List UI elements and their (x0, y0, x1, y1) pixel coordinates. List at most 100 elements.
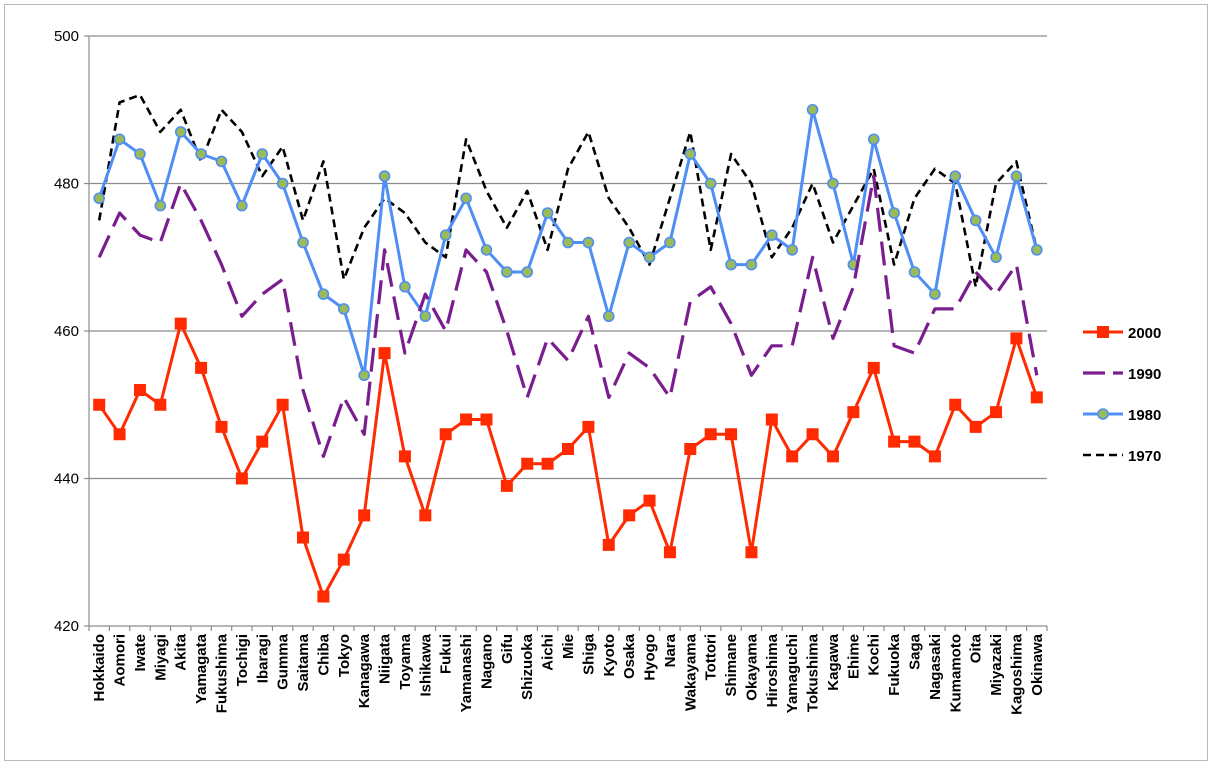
x-tick-label: Shizuoka (519, 633, 536, 700)
series-line-2000 (97, 322, 1039, 598)
data-point (154, 199, 167, 212)
x-tick-label: Chiba (315, 633, 332, 675)
data-point (562, 443, 574, 455)
data-point (297, 236, 309, 249)
data-point (337, 553, 350, 566)
data-point (766, 229, 778, 241)
data-point (419, 310, 432, 323)
data-point (643, 494, 656, 507)
x-tick-label: Nara (662, 633, 679, 667)
data-point (256, 148, 269, 160)
data-point (990, 251, 1002, 264)
x-tick-label: Hiroshima (764, 633, 781, 707)
x-tick-label: Tokyo (336, 634, 353, 677)
x-tick-label: Aomori (112, 634, 129, 687)
series-1970 (97, 93, 1039, 289)
data-point (602, 310, 615, 323)
data-point (745, 258, 758, 271)
x-tick-label: Kumamoto (947, 634, 964, 712)
x-tick-label: Shiga (580, 633, 597, 674)
data-point (562, 236, 574, 249)
data-point (501, 266, 513, 278)
x-tick-label: Iwate (132, 634, 149, 672)
data-point (337, 303, 350, 315)
x-tick-label: Fukuoka (886, 633, 903, 695)
y-tick-label: 420 (54, 618, 79, 635)
x-tick-label: Okinawa (1029, 633, 1046, 695)
series-2000 (93, 317, 1043, 603)
x-tick-label: Tottori (703, 634, 720, 680)
data-point (439, 229, 452, 241)
x-tick-label: Ibaragi (254, 634, 271, 683)
data-point (276, 177, 289, 190)
y-tick-label: 460 (54, 323, 79, 340)
data-point (541, 457, 554, 470)
x-tick-label: Fukui (438, 634, 455, 674)
data-point (195, 361, 208, 374)
x-tick-label: Tokushima (805, 633, 822, 712)
data-point (297, 531, 310, 544)
x-tick-label: Kochi (866, 634, 883, 676)
x-tick-label: Osaka (621, 633, 638, 679)
legend-item-2000: 2000 (1083, 325, 1161, 342)
data-point (806, 103, 819, 116)
x-tick-label: Fukushima (213, 633, 230, 713)
data-point (806, 428, 819, 441)
x-tick-label: Gifu (499, 634, 516, 664)
data-point (134, 148, 146, 160)
x-tick-label: Ishikawa (417, 633, 434, 696)
x-tick-label: Hyogo (642, 634, 659, 681)
data-point (256, 435, 269, 448)
data-point (990, 406, 1003, 419)
data-point (847, 406, 860, 419)
data-point (867, 361, 880, 374)
data-point (1010, 170, 1023, 182)
legend-item-1990: 1990 (1083, 366, 1161, 383)
data-point (643, 251, 656, 264)
data-point (826, 450, 839, 463)
legend-label: 1970 (1128, 448, 1161, 465)
data-point (684, 443, 697, 455)
y-tick-label: 500 (54, 28, 79, 45)
data-point (358, 509, 371, 522)
legend-item-1980: 1980 (1083, 407, 1161, 424)
data-point (133, 384, 146, 396)
data-point (358, 369, 370, 382)
data-point (113, 133, 126, 146)
data-point (174, 317, 187, 330)
data-point (704, 428, 717, 441)
y-tick-label: 440 (54, 471, 79, 488)
data-point (745, 546, 758, 559)
data-point (439, 428, 452, 441)
x-tick-label: Kagoshima (1008, 633, 1025, 715)
x-tick-label: Saitama (295, 633, 312, 691)
x-tick-label: Okayama (743, 633, 760, 700)
data-point (582, 236, 595, 249)
data-point (93, 398, 106, 411)
data-point (786, 244, 799, 256)
y-tick-label: 480 (54, 176, 79, 193)
x-tick-label: Miyagi (152, 634, 169, 681)
series-1980 (93, 103, 1043, 382)
x-tick-label: Saga (907, 633, 924, 670)
data-point (419, 509, 432, 522)
data-point (460, 413, 473, 426)
data-point (949, 398, 962, 411)
data-point (949, 170, 962, 182)
data-point (602, 538, 615, 551)
data-point (317, 288, 330, 300)
data-point (888, 435, 901, 448)
series-line-1970 (97, 93, 1039, 289)
data-point (398, 450, 411, 463)
data-point (725, 428, 738, 441)
data-point (215, 420, 228, 433)
x-tick-label: Mie (560, 634, 577, 659)
x-tick-label: Aichi (540, 634, 557, 671)
legend-label: 1980 (1128, 407, 1161, 424)
data-point (317, 590, 330, 603)
data-point (908, 435, 921, 448)
data-point (235, 472, 248, 485)
data-point (664, 236, 676, 249)
legend: 2000 1990 1980 1970 (1083, 325, 1161, 465)
x-tick-label: Ehime (845, 634, 862, 679)
